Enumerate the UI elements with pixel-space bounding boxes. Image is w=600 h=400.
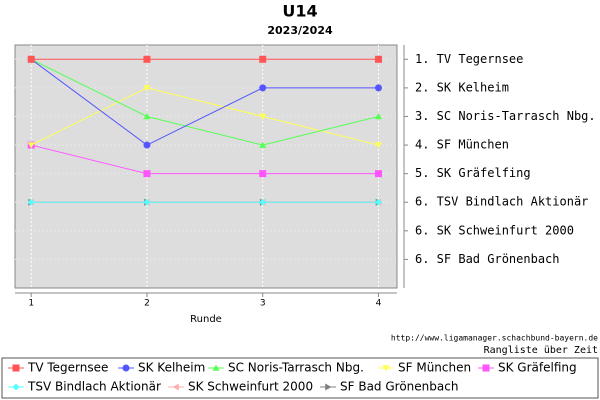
marker [259,113,267,120]
plot-area [14,44,398,289]
marker [172,383,179,391]
marker [143,55,151,63]
legend [1,357,599,399]
series-line [31,144,379,175]
marker [12,364,20,372]
marker [143,170,151,178]
legend-label: SC Noris-Tarrasch Nbg. [228,361,364,375]
legend-label: SF Bad Grönenbach [340,380,458,394]
marker [27,142,35,149]
marker [259,55,267,63]
series-line [30,58,379,146]
legend-label: SF München [398,361,471,375]
marker [143,141,151,149]
legend-label: SK Gräfelfing [498,361,577,375]
x-axis-label: Runde [190,314,222,325]
x-tick-label: 2 [144,299,150,309]
marker [259,198,267,206]
marker [374,198,382,206]
series-line [30,58,379,146]
caption: Rangliste über Zeit [484,345,598,356]
y-tick-label: 6. TSV Bindlach Aktionär [415,195,588,209]
x-tick-label: 3 [260,299,266,309]
legend-label: TV Tegernsee [27,361,108,375]
marker [325,383,332,391]
chart-title: U14 [282,2,317,21]
source: http://www.ligamanager.schachbund-bayern… [391,334,598,343]
marker [482,364,490,372]
marker [259,170,267,178]
y-tick-label: 2. SK Kelheim [415,80,509,94]
y-tick-label: 6. SF Bad Grönenbach [415,252,560,266]
marker [27,55,35,63]
marker [374,142,382,149]
marker [143,198,151,206]
marker [122,364,130,372]
marker [143,85,151,92]
legend-label: SK Schweinfurt 2000 [188,380,313,394]
chart-subtitle: 2023/2024 [267,24,333,37]
marker [259,84,267,92]
x-tick-label: 4 [376,299,382,309]
x-tick-label: 1 [28,299,34,309]
y-tick-label: 6. SK Schweinfurt 2000 [415,223,574,237]
marker [27,198,35,206]
marker [259,141,267,148]
legend-label: TSV Bindlach Aktionär [27,380,161,394]
y-tick-label: 4. SF München [415,138,509,152]
marker [212,364,220,371]
y-tick-label: 1. TV Tegernsee [415,52,523,66]
marker [374,84,382,92]
y-tick-label: 5. SK Gräfelfing [415,166,531,180]
marker [12,383,20,391]
marker [374,55,382,63]
marker [143,112,151,120]
marker [374,170,382,178]
marker [374,112,382,120]
marker [382,365,390,372]
y-tick-label: 3. SC Noris-Tarrasch Nbg. [415,109,596,123]
legend-label: SK Kelheim [138,361,205,375]
